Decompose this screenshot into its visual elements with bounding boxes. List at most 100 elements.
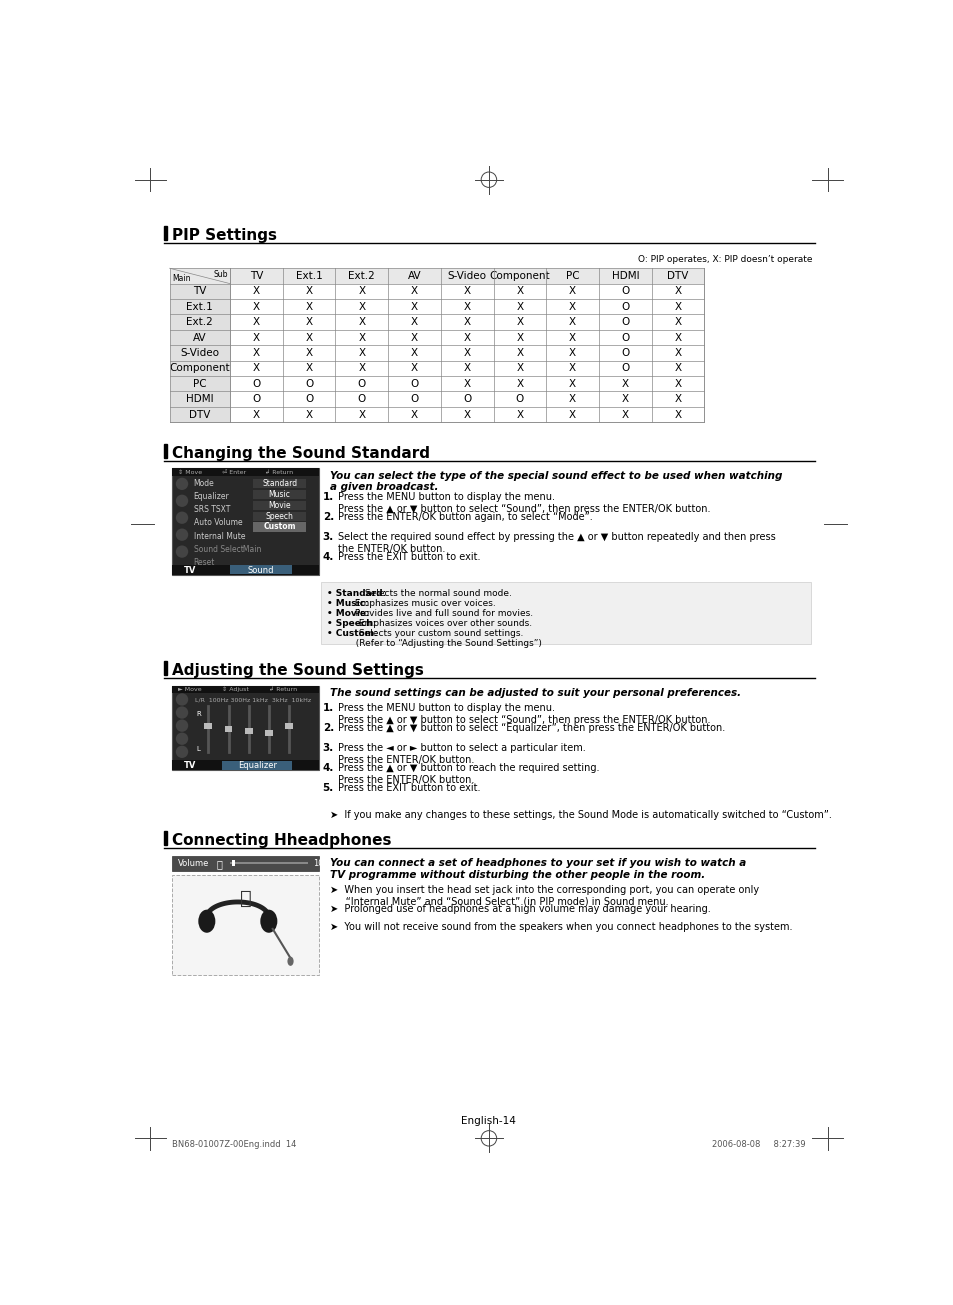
Ellipse shape <box>198 910 215 933</box>
Bar <box>170 299 230 315</box>
Text: SRS TSXT: SRS TSXT <box>193 505 230 514</box>
Text: TV: TV <box>193 286 206 296</box>
Text: You can select the type of the special sound effect to be used when watching
a g: You can select the type of the special s… <box>330 471 781 492</box>
Text: X: X <box>358 286 365 296</box>
Text: X: X <box>411 348 417 358</box>
Text: Music: Music <box>269 491 291 499</box>
Text: X: X <box>674 410 680 419</box>
Text: O: O <box>620 286 629 296</box>
Text: • Speech:: • Speech: <box>327 619 375 628</box>
Text: X: X <box>411 317 417 328</box>
Bar <box>172 761 319 770</box>
Text: O: O <box>620 333 629 342</box>
Text: X: X <box>516 348 523 358</box>
Text: X: X <box>463 363 470 373</box>
Bar <box>170 360 230 376</box>
Text: X: X <box>358 410 365 419</box>
Text: Sound: Sound <box>248 565 274 574</box>
Text: 3.: 3. <box>322 744 334 753</box>
Text: PC: PC <box>565 271 578 281</box>
Text: DTV: DTV <box>667 271 688 281</box>
Text: X: X <box>674 348 680 358</box>
Text: • Movie:: • Movie: <box>327 608 369 617</box>
Text: Press the MENU button to display the menu.
Press the ▲ or ▼ button to select “So: Press the MENU button to display the men… <box>337 703 710 724</box>
Text: L/R  100Hz 300Hz 1kHz  3kHz  10kHz: L/R 100Hz 300Hz 1kHz 3kHz 10kHz <box>195 698 311 703</box>
Ellipse shape <box>175 545 188 557</box>
Text: ↲ Return: ↲ Return <box>269 686 296 692</box>
Bar <box>170 269 703 283</box>
Text: PC: PC <box>193 378 207 389</box>
Text: The sound settings can be adjusted to suit your personal preferences.: The sound settings can be adjusted to su… <box>330 688 740 698</box>
Text: Ext.1: Ext.1 <box>186 301 213 312</box>
Text: Custom: Custom <box>263 522 295 531</box>
Text: Auto Volume: Auto Volume <box>193 518 242 527</box>
Text: O: O <box>516 394 523 405</box>
Ellipse shape <box>175 706 188 719</box>
Text: TV: TV <box>183 565 195 574</box>
Text: X: X <box>305 410 313 419</box>
Bar <box>170 315 230 330</box>
Text: Press the ▲ or ▼ button to reach the required setting.
Press the ENTER/OK button: Press the ▲ or ▼ button to reach the req… <box>337 763 598 786</box>
Text: Press the MENU button to display the menu.
Press the ▲ or ▼ button to select “So: Press the MENU button to display the men… <box>337 492 710 514</box>
Text: X: X <box>358 348 365 358</box>
Bar <box>170 330 230 346</box>
Bar <box>253 512 306 521</box>
Text: Movie: Movie <box>268 501 291 510</box>
Text: X: X <box>305 363 313 373</box>
Text: X: X <box>305 348 313 358</box>
Bar <box>230 565 292 574</box>
Text: X: X <box>305 286 313 296</box>
Text: Changing the Sound Standard: Changing the Sound Standard <box>172 446 430 461</box>
Text: X: X <box>674 333 680 342</box>
Bar <box>230 861 307 864</box>
Text: O: O <box>305 378 313 389</box>
Text: Ext.1: Ext.1 <box>295 271 322 281</box>
Bar <box>164 444 167 458</box>
Text: Internal Mute: Internal Mute <box>193 531 245 540</box>
Text: PIP Settings: PIP Settings <box>172 228 276 243</box>
Ellipse shape <box>175 512 188 523</box>
Ellipse shape <box>260 910 277 933</box>
Text: 2006-08-08     8:27:39: 2006-08-08 8:27:39 <box>712 1141 805 1148</box>
Text: X: X <box>305 317 313 328</box>
Text: X: X <box>463 410 470 419</box>
Text: Mode: Mode <box>193 479 214 488</box>
Text: X: X <box>463 348 470 358</box>
Bar <box>170 407 230 423</box>
Text: X: X <box>253 363 260 373</box>
Text: ⇕ Move: ⇕ Move <box>178 470 202 475</box>
Text: 2.: 2. <box>322 513 334 522</box>
Text: 2.: 2. <box>322 723 334 733</box>
Text: ➤  Prolonged use of headphones at a high volume may damage your hearing.: ➤ Prolonged use of headphones at a high … <box>330 903 710 914</box>
Text: X: X <box>463 317 470 328</box>
Text: O: O <box>252 394 260 405</box>
Text: X: X <box>463 301 470 312</box>
Text: X: X <box>674 301 680 312</box>
Bar <box>170 346 230 360</box>
Bar <box>253 522 306 531</box>
Text: 🎧: 🎧 <box>216 859 223 869</box>
Text: X: X <box>569 286 576 296</box>
Text: X: X <box>569 333 576 342</box>
Text: ⏎ Enter: ⏎ Enter <box>222 470 246 475</box>
Text: X: X <box>253 286 260 296</box>
Text: Selects your custom sound settings.: Selects your custom sound settings. <box>355 629 522 638</box>
Text: X: X <box>253 317 260 328</box>
Text: 10: 10 <box>313 859 323 868</box>
Text: 4.: 4. <box>322 552 334 562</box>
Bar <box>172 685 319 693</box>
Text: S-Video: S-Video <box>180 348 219 358</box>
Ellipse shape <box>175 693 188 706</box>
Text: 1.: 1. <box>322 492 334 502</box>
Bar <box>172 685 319 770</box>
Text: BN68-01007Z-00Eng.indd  14: BN68-01007Z-00Eng.indd 14 <box>172 1141 296 1148</box>
Text: : Main: : Main <box>237 544 261 553</box>
Text: X: X <box>358 317 365 328</box>
Bar <box>320 582 810 643</box>
Text: Emphasizes voices over other sounds.: Emphasizes voices over other sounds. <box>355 619 531 628</box>
Text: X: X <box>674 378 680 389</box>
Text: X: X <box>621 378 628 389</box>
Text: X: X <box>516 317 523 328</box>
Text: HDMI: HDMI <box>611 271 639 281</box>
Text: ➤  When you insert the head set jack into the corresponding port, you can operat: ➤ When you insert the head set jack into… <box>330 885 759 907</box>
